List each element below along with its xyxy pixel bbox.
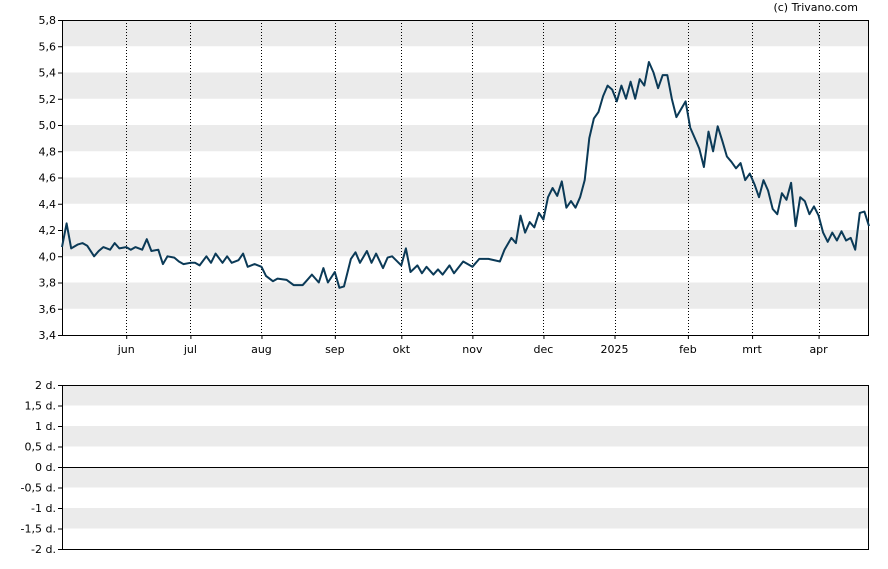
sub-y-tick-label: -2 d. [31, 543, 56, 556]
main-chart-border [62, 20, 869, 336]
main-chart-bands [62, 20, 869, 309]
y-tick-label: 5,4 [39, 67, 57, 80]
copyright-label: (c) Trivano.com [773, 1, 858, 14]
sub-grid-band [62, 467, 869, 488]
price-series-line [61, 61, 870, 289]
main-grid-band [62, 282, 869, 309]
x-tick-label: okt [393, 343, 411, 356]
sub-y-tick-label: 0 d. [35, 461, 56, 474]
sub-chart-y-axis: 2 d. 1,5 d. 1 d. 0,5 d. 0 d. -0,5 d. -1 d. -1,5… [21, 379, 62, 556]
y-tick-label: 4,0 [39, 250, 57, 263]
x-tick-label: dec [534, 343, 554, 356]
main-grid-band [62, 125, 869, 152]
sub-y-tick-label: -1 d. [31, 502, 56, 515]
main-chart-frame [62, 20, 869, 336]
sub-grid-band [62, 426, 869, 447]
x-tick-label: jul [183, 343, 197, 356]
main-grid-band [62, 20, 869, 47]
main-grid-band [62, 177, 869, 204]
y-tick-label: 3,4 [39, 329, 57, 342]
y-tick-label: 4,4 [39, 198, 57, 211]
sub-y-tick-label: 2 d. [35, 379, 56, 392]
sub-y-tick-label: -1,5 d. [21, 523, 56, 536]
y-tick-label: 5,8 [39, 14, 57, 27]
y-tick-label: 4,2 [39, 224, 57, 237]
x-tick-label: feb [679, 343, 697, 356]
sub-y-tick-label: 1,5 d. [25, 400, 56, 413]
y-tick-label: 5,2 [39, 93, 57, 106]
main-grid-band [62, 72, 869, 99]
x-tick-label: mrt [742, 343, 762, 356]
x-tick-label: sep [325, 343, 344, 356]
x-tick-label: nov [462, 343, 483, 356]
x-tick-label: jun [117, 343, 135, 356]
y-tick-label: 5,0 [39, 119, 57, 132]
y-tick-label: 5,6 [39, 40, 57, 53]
sub-chart-frame [62, 385, 869, 550]
sub-grid-band [62, 385, 869, 406]
main-grid-band [62, 230, 869, 257]
y-tick-label: 4,6 [39, 172, 57, 185]
y-tick-label: 3,8 [39, 277, 57, 290]
y-tick-label: 4,8 [39, 145, 57, 158]
y-tick-label: 3,6 [39, 303, 57, 316]
x-tick-label: 2025 [601, 343, 629, 356]
sub-chart-bands [62, 385, 869, 529]
sub-grid-band [62, 508, 869, 529]
x-tick-label: apr [809, 343, 828, 356]
sub-y-tick-label: -0,5 d. [21, 482, 56, 495]
main-chart-x-axis: jun jul aug sep okt nov dec 2025 feb mrt apr [117, 335, 828, 356]
sub-y-tick-label: 1 d. [35, 420, 56, 433]
x-tick-label: aug [251, 343, 272, 356]
sub-y-tick-label: 0,5 d. [25, 441, 56, 454]
main-chart-y-axis: 3,4 3,6 3,8 4,0 4,2 4,4 4,6 4,8 5,0 5,2 5,4 5,6 5,8 [39, 14, 62, 342]
main-chart-series [61, 61, 870, 289]
